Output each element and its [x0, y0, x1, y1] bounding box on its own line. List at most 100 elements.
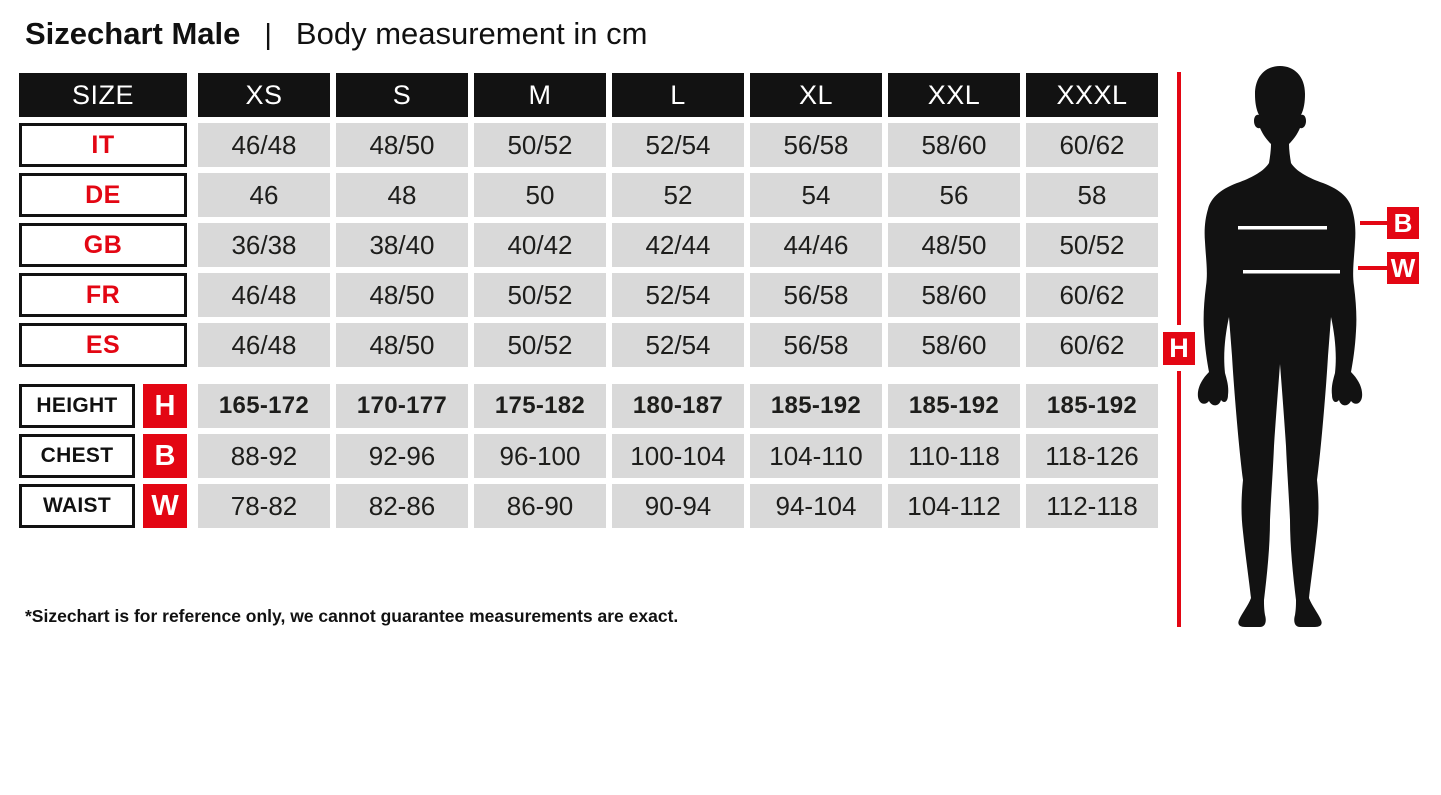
title-subtitle: Body measurement in cm: [295, 16, 648, 51]
data-cell: 175-182: [474, 384, 606, 428]
title-separator: |: [264, 19, 272, 51]
data-cell: 52/54: [612, 273, 744, 317]
page-title: Sizechart Male | Body measurement in cm: [25, 16, 647, 52]
waist-badge: W: [1387, 252, 1419, 284]
data-cell: 52: [612, 173, 744, 217]
measurement-label-group: CHEST B: [19, 434, 187, 478]
data-cell: 48/50: [336, 273, 468, 317]
data-cell: 48/50: [888, 223, 1020, 267]
data-cell: 58/60: [888, 323, 1020, 367]
data-cell: 42/44: [612, 223, 744, 267]
column-header-l: L: [612, 73, 744, 117]
chest-badge: B: [1387, 207, 1419, 239]
data-cell: 112-118: [1026, 484, 1158, 528]
measurement-label-waist: WAIST: [19, 484, 135, 528]
row-label-es: ES: [19, 323, 187, 367]
data-cell: 44/46: [750, 223, 882, 267]
size-header-cell: SIZE: [19, 73, 187, 117]
data-cell: 170-177: [336, 384, 468, 428]
data-cell: 60/62: [1026, 123, 1158, 167]
height-letter-badge: H: [143, 384, 187, 428]
column-header-xs: XS: [198, 73, 330, 117]
title-main: Sizechart Male: [25, 16, 241, 51]
data-cell: 48/50: [336, 323, 468, 367]
data-cell: 50/52: [1026, 223, 1158, 267]
data-cell: 50/52: [474, 323, 606, 367]
data-cell: 36/38: [198, 223, 330, 267]
column-header-xxxl: XXXL: [1026, 73, 1158, 117]
data-cell: 60/62: [1026, 273, 1158, 317]
table-row-fr: FR 46/48 48/50 50/52 52/54 56/58 58/60 6…: [19, 273, 1158, 317]
data-cell: 46: [198, 173, 330, 217]
data-cell: 185-192: [750, 384, 882, 428]
measurement-label-group: WAIST W: [19, 484, 187, 528]
data-cell: 110-118: [888, 434, 1020, 478]
data-cell: 48/50: [336, 123, 468, 167]
data-cell: 100-104: [612, 434, 744, 478]
data-cell: 118-126: [1026, 434, 1158, 478]
table-row-es: ES 46/48 48/50 50/52 52/54 56/58 58/60 6…: [19, 323, 1158, 367]
male-silhouette-icon: [1197, 66, 1363, 627]
table-row-chest: CHEST B 88-92 92-96 96-100 100-104 104-1…: [19, 434, 1158, 478]
column-header-xl: XL: [750, 73, 882, 117]
chest-letter-badge: B: [143, 434, 187, 478]
data-cell: 58/60: [888, 273, 1020, 317]
data-cell: 54: [750, 173, 882, 217]
footnote-text: *Sizechart is for reference only, we can…: [25, 606, 679, 626]
size-table: SIZE XS S M L XL XXL XXXL IT 46/48 48/50…: [19, 73, 1158, 534]
row-label-it: IT: [19, 123, 187, 167]
data-cell: 90-94: [612, 484, 744, 528]
data-cell: 185-192: [1026, 384, 1158, 428]
data-cell: 185-192: [888, 384, 1020, 428]
data-cell: 46/48: [198, 323, 330, 367]
data-cell: 104-112: [888, 484, 1020, 528]
height-measure-line-bottom: [1177, 371, 1181, 627]
row-label-fr: FR: [19, 273, 187, 317]
chest-leader-line: [1360, 221, 1387, 225]
data-cell: 82-86: [336, 484, 468, 528]
data-cell: 58/60: [888, 123, 1020, 167]
height-badge: H: [1163, 332, 1195, 365]
data-cell: 86-90: [474, 484, 606, 528]
row-label-gb: GB: [19, 223, 187, 267]
column-header-m: M: [474, 73, 606, 117]
data-cell: 56: [888, 173, 1020, 217]
data-cell: 48: [336, 173, 468, 217]
data-cell: 50/52: [474, 123, 606, 167]
data-cell: 96-100: [474, 434, 606, 478]
row-label-de: DE: [19, 173, 187, 217]
data-cell: 56/58: [750, 123, 882, 167]
column-header-xxl: XXL: [888, 73, 1020, 117]
measurement-label-height: HEIGHT: [19, 384, 135, 428]
measurement-label-group: HEIGHT H: [19, 384, 187, 428]
data-cell: 58: [1026, 173, 1158, 217]
data-cell: 56/58: [750, 273, 882, 317]
data-cell: 40/42: [474, 223, 606, 267]
column-header-s: S: [336, 73, 468, 117]
data-cell: 52/54: [612, 123, 744, 167]
data-cell: 88-92: [198, 434, 330, 478]
data-cell: 50: [474, 173, 606, 217]
data-cell: 78-82: [198, 484, 330, 528]
data-cell: 56/58: [750, 323, 882, 367]
waist-leader-line: [1358, 266, 1387, 270]
data-cell: 50/52: [474, 273, 606, 317]
table-header-row: SIZE XS S M L XL XXL XXXL: [19, 73, 1158, 117]
data-cell: 104-110: [750, 434, 882, 478]
table-row-gb: GB 36/38 38/40 40/42 42/44 44/46 48/50 5…: [19, 223, 1158, 267]
measurement-label-chest: CHEST: [19, 434, 135, 478]
waist-letter-badge: W: [143, 484, 187, 528]
data-cell: 165-172: [198, 384, 330, 428]
table-row-it: IT 46/48 48/50 50/52 52/54 56/58 58/60 6…: [19, 123, 1158, 167]
data-cell: 180-187: [612, 384, 744, 428]
data-cell: 46/48: [198, 123, 330, 167]
data-cell: 52/54: [612, 323, 744, 367]
data-cell: 46/48: [198, 273, 330, 317]
data-cell: 94-104: [750, 484, 882, 528]
data-cell: 38/40: [336, 223, 468, 267]
table-row-de: DE 46 48 50 52 54 56 58: [19, 173, 1158, 217]
height-measure-line-top: [1177, 72, 1181, 325]
data-cell: 60/62: [1026, 323, 1158, 367]
table-row-waist: WAIST W 78-82 82-86 86-90 90-94 94-104 1…: [19, 484, 1158, 528]
